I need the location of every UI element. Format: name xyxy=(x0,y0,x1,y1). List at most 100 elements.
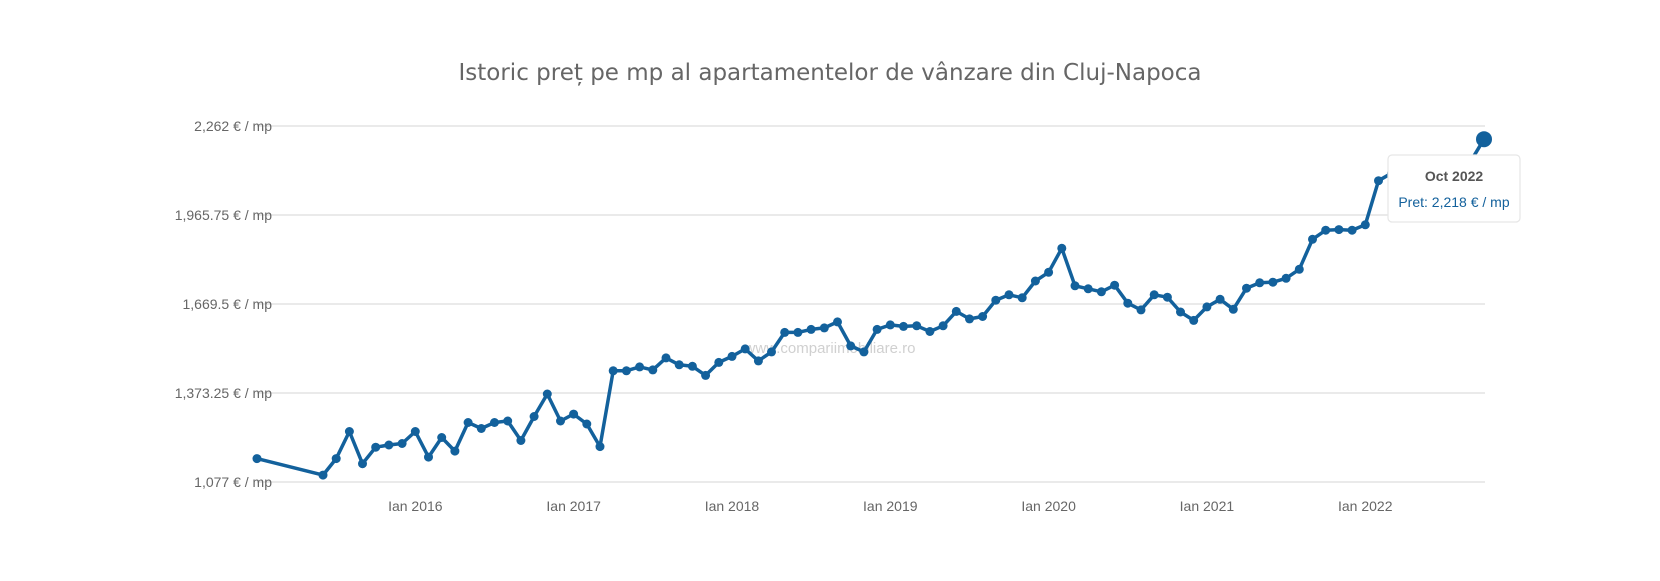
data-point[interactable] xyxy=(358,459,367,469)
data-point[interactable] xyxy=(872,324,882,334)
data-point[interactable] xyxy=(833,317,842,327)
data-point[interactable] xyxy=(965,314,974,324)
data-point[interactable] xyxy=(1360,220,1370,230)
x-axis-labels: Ian 2016 Ian 2017 Ian 2018 Ian 2019 Ian 2020… xyxy=(388,498,1393,514)
data-point[interactable] xyxy=(885,320,895,330)
data-point[interactable] xyxy=(1334,225,1344,235)
data-point[interactable] xyxy=(1374,176,1383,186)
x-tick-label: Ian 2016 xyxy=(388,498,443,514)
data-point[interactable] xyxy=(701,370,711,380)
data-point[interactable] xyxy=(991,295,1001,305)
data-point[interactable] xyxy=(899,321,908,331)
data-point[interactable] xyxy=(608,366,618,376)
data-point[interactable] xyxy=(1123,298,1133,308)
data-point[interactable] xyxy=(582,419,592,429)
data-point[interactable] xyxy=(925,327,935,336)
data-point[interactable] xyxy=(331,454,341,464)
data-point[interactable] xyxy=(859,347,869,357)
watermark: www.compariimobiliare.ro xyxy=(744,340,916,357)
series-line xyxy=(255,137,1486,477)
data-point[interactable] xyxy=(371,442,381,452)
data-point[interactable] xyxy=(1070,281,1080,291)
data-point[interactable] xyxy=(490,418,499,427)
data-point[interactable] xyxy=(450,446,460,456)
data-point[interactable] xyxy=(819,323,829,333)
data-point[interactable] xyxy=(912,321,922,331)
x-tick-label: Ian 2017 xyxy=(546,498,601,514)
data-point[interactable] xyxy=(410,427,420,436)
data-point[interactable] xyxy=(595,442,605,452)
data-point[interactable] xyxy=(1044,267,1054,277)
data-point[interactable] xyxy=(1255,278,1265,288)
data-point[interactable] xyxy=(951,306,961,316)
data-point[interactable] xyxy=(437,433,447,442)
data-point[interactable] xyxy=(1189,315,1199,325)
data-point[interactable] xyxy=(846,341,856,351)
data-point[interactable] xyxy=(344,427,354,436)
data-point[interactable] xyxy=(1110,280,1120,290)
series-price[interactable] xyxy=(252,131,1493,480)
data-point[interactable] xyxy=(727,351,737,361)
data-point[interactable] xyxy=(542,389,552,399)
data-point[interactable] xyxy=(1228,304,1238,314)
data-point[interactable] xyxy=(621,366,631,376)
data-point[interactable] xyxy=(1136,305,1146,315)
data-point[interactable] xyxy=(635,362,645,372)
data-point[interactable] xyxy=(1057,243,1067,253)
y-tick-label: 1,373.25 € / mp xyxy=(175,385,273,401)
y-axis-labels: 2,262 € / mp 1,965.75 € / mp 1,669.5 € / m… xyxy=(175,118,273,490)
data-point[interactable] xyxy=(661,353,671,363)
data-point[interactable] xyxy=(1347,225,1357,235)
chart-title: Istoric preț pe mp al apartamentelor de … xyxy=(459,60,1202,86)
x-tick-label: Ian 2020 xyxy=(1021,498,1076,514)
data-point[interactable] xyxy=(714,357,724,367)
data-point[interactable] xyxy=(1162,292,1172,302)
y-tick-label: 1,077 € / mp xyxy=(194,474,272,490)
x-tick-label: Ian 2021 xyxy=(1180,498,1235,514)
data-point[interactable] xyxy=(1083,284,1093,294)
data-point[interactable] xyxy=(1017,293,1027,303)
data-point[interactable] xyxy=(556,416,565,426)
data-point[interactable] xyxy=(252,454,262,464)
data-point[interactable] xyxy=(780,327,790,337)
data-point[interactable] xyxy=(806,324,816,334)
data-point[interactable] xyxy=(476,424,486,433)
data-point[interactable] xyxy=(767,347,776,357)
data-point[interactable] xyxy=(1149,290,1159,300)
data-point[interactable] xyxy=(463,418,473,427)
data-point[interactable] xyxy=(648,365,658,375)
data-point[interactable] xyxy=(687,361,697,371)
data-point[interactable] xyxy=(978,312,988,321)
data-point[interactable] xyxy=(1294,264,1304,274)
data-point[interactable] xyxy=(1202,302,1212,312)
x-tick-label: Ian 2022 xyxy=(1338,498,1393,514)
data-point[interactable] xyxy=(740,344,750,354)
x-tick-label: Ian 2018 xyxy=(705,498,760,514)
data-point[interactable] xyxy=(674,360,684,370)
data-point[interactable] xyxy=(1281,273,1291,283)
data-point[interactable] xyxy=(1321,225,1331,235)
data-point[interactable] xyxy=(793,327,803,337)
data-point[interactable] xyxy=(424,452,433,462)
y-tick-label: 2,262 € / mp xyxy=(194,118,272,134)
data-point[interactable] xyxy=(397,439,407,448)
x-tick-label: Ian 2019 xyxy=(863,498,918,514)
data-point[interactable] xyxy=(1176,307,1185,317)
data-point[interactable] xyxy=(1242,283,1251,293)
data-point[interactable] xyxy=(1268,277,1278,287)
data-point[interactable] xyxy=(569,409,579,419)
data-point[interactable] xyxy=(1215,294,1225,304)
data-point[interactable] xyxy=(1096,287,1106,297)
data-point[interactable] xyxy=(503,416,513,426)
data-point[interactable] xyxy=(516,436,526,445)
data-point[interactable] xyxy=(938,321,948,331)
data-point[interactable] xyxy=(318,470,328,480)
data-point[interactable] xyxy=(1308,234,1317,244)
data-point[interactable] xyxy=(1030,276,1040,286)
data-point[interactable] xyxy=(384,440,394,450)
data-point[interactable] xyxy=(753,356,763,366)
data-point[interactable] xyxy=(529,412,539,421)
data-point-highlighted[interactable] xyxy=(1476,131,1492,148)
data-point[interactable] xyxy=(1004,290,1014,300)
